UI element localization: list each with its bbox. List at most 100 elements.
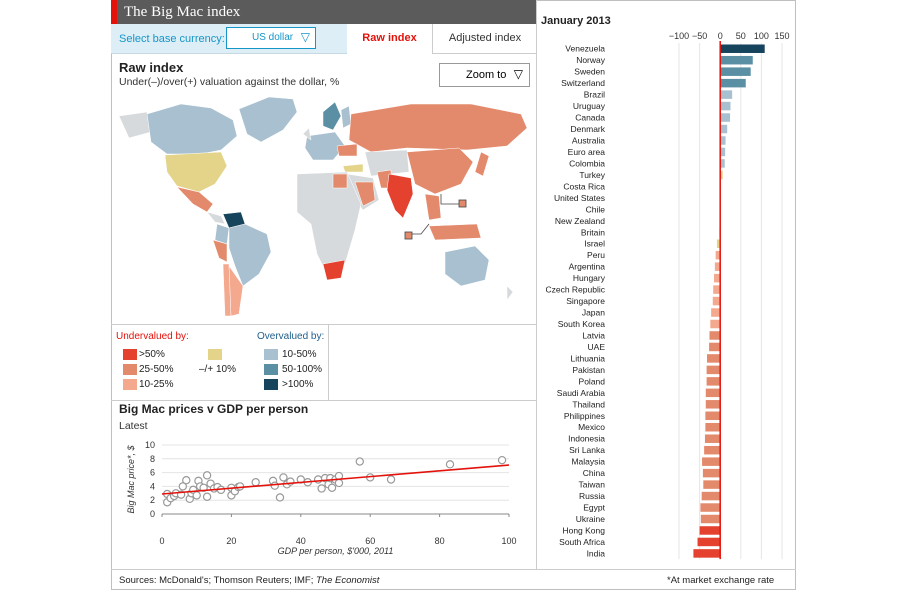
map-saudi-arabia[interactable] <box>354 181 376 207</box>
tab-adjusted-index[interactable]: Adjusted index <box>432 24 537 54</box>
map-argentina[interactable] <box>228 265 244 317</box>
map-callout-marker <box>458 199 467 208</box>
footer-sources-italic: The Economist <box>316 575 380 586</box>
legend-label-over-50-100: 50-100% <box>282 364 323 375</box>
map-south-africa[interactable] <box>322 259 346 281</box>
bar-category-label: Switzerland <box>561 78 605 88</box>
map-greenland[interactable] <box>238 96 298 143</box>
bar-venezuela <box>720 44 765 53</box>
bar-category-label: Euro area <box>568 147 606 157</box>
bar-china <box>702 468 721 478</box>
map-peru[interactable] <box>212 239 228 263</box>
scatter-subtitle: Latest <box>119 420 148 432</box>
bar-x-tick-label: 150 <box>774 31 789 41</box>
legend-over-heading: Overvalued by: <box>257 331 325 342</box>
bar-category-label: Norway <box>576 55 606 65</box>
legend-swatch-over-50-100 <box>264 364 278 375</box>
map-egypt[interactable] <box>332 173 348 189</box>
legend-swatch-over-10-50 <box>264 349 278 360</box>
map-brazil[interactable] <box>228 223 272 287</box>
map-japan[interactable] <box>474 151 490 177</box>
bar-hong-kong <box>699 526 721 535</box>
map-turkey[interactable] <box>342 163 364 173</box>
base-currency-label: Select base currency: <box>119 33 225 45</box>
map-china[interactable] <box>406 147 474 195</box>
bar-category-label: China <box>583 468 605 478</box>
bar-category-label: India <box>587 548 606 558</box>
legend-label-under-50: >50% <box>139 349 165 360</box>
bar-category-label: Sri Lanka <box>569 445 605 455</box>
map-alaska[interactable] <box>118 111 152 139</box>
scatter-point <box>386 475 396 484</box>
map-subtitle: Under(–)/over(+) valuation against the d… <box>119 76 340 88</box>
bar-japan <box>711 308 721 317</box>
scatter-x-tick-label: 60 <box>365 536 375 546</box>
map-ukraine[interactable] <box>336 143 358 157</box>
map-callout-line <box>440 194 459 205</box>
bar-category-label: Poland <box>579 376 606 386</box>
bar-category-label: Peru <box>587 250 605 260</box>
scatter-point <box>202 492 212 501</box>
tab-raw-index[interactable]: Raw index <box>347 24 432 53</box>
base-currency-select[interactable]: US dollar ▽ <box>226 27 316 49</box>
map-canada[interactable] <box>146 103 238 155</box>
legend-swatch-neutral <box>208 349 222 360</box>
bar-czech-republic <box>713 285 721 294</box>
map-southeast-asia[interactable] <box>424 193 442 221</box>
map-russia[interactable] <box>348 103 528 153</box>
footer-sources-text: Sources: McDonald's; Thomson Reuters; IM… <box>119 575 316 586</box>
scatter-trendline <box>161 464 510 495</box>
world-map[interactable] <box>111 54 536 324</box>
bar-australia <box>720 136 726 145</box>
bar-south-africa <box>697 537 721 547</box>
map-europe[interactable] <box>304 131 346 161</box>
bar-category-label: Australia <box>572 135 605 145</box>
zoom-select[interactable]: Zoom to ▽ <box>439 63 530 87</box>
map-central-america[interactable] <box>206 211 226 225</box>
footer: Sources: McDonald's; Thomson Reuters; IM… <box>111 569 796 591</box>
map-britain[interactable] <box>302 127 312 141</box>
bar-brazil <box>720 90 733 99</box>
bar-israel <box>716 239 721 248</box>
scatter-point <box>334 478 344 488</box>
bar-category-label: Argentina <box>569 262 606 272</box>
map-indonesia[interactable] <box>428 223 482 241</box>
bar-category-label: Russia <box>579 491 605 501</box>
brand-stripe <box>111 0 117 24</box>
controls-bar: Select base currency: US dollar ▽ Raw in… <box>111 24 537 54</box>
map-norway-sweden[interactable] <box>322 101 342 131</box>
map-new-zealand[interactable] <box>506 285 514 301</box>
bar-singapore <box>712 296 721 306</box>
map-mexico[interactable] <box>176 186 214 213</box>
legend-divider <box>328 325 329 400</box>
title-bar: The Big Mac index <box>111 0 536 24</box>
map-australia[interactable] <box>444 245 490 287</box>
bar-sweden <box>720 67 751 76</box>
bar-sri-lanka <box>704 445 721 455</box>
scatter-y-axis-label: Big Mac price*, $ <box>126 444 136 513</box>
map-africa[interactable] <box>296 171 362 279</box>
bar-category-label: Uruguay <box>573 101 606 111</box>
bar-russia <box>701 491 721 501</box>
scatter-x-tick-label: 0 <box>159 536 164 546</box>
bar-ukraine <box>700 514 721 524</box>
bar-x-tick-label: −100 <box>669 31 689 41</box>
map-finland[interactable] <box>340 105 352 129</box>
scatter-point <box>279 473 288 482</box>
bar-saudi-arabia <box>705 388 721 398</box>
bar-category-label: Lithuania <box>570 353 605 363</box>
map-india[interactable] <box>386 173 414 219</box>
bar-turkey <box>720 170 723 180</box>
map-central-asia[interactable] <box>364 149 410 177</box>
bar-category-label: Costa Rica <box>563 181 605 191</box>
legend-label-under-10-25: 10-25% <box>139 379 174 390</box>
base-currency-panel: Select base currency: US dollar ▽ <box>111 24 347 54</box>
bar-pakistan <box>706 365 721 375</box>
bar-category-label: Latvia <box>582 330 605 340</box>
legend-swatch-under-50 <box>123 349 137 360</box>
map-united-states[interactable] <box>164 151 228 193</box>
bar-category-label: Britain <box>581 227 605 237</box>
legend-label-neutral: –/+ 10% <box>199 364 236 375</box>
bar-switzerland <box>720 78 746 88</box>
base-currency-value: US dollar <box>252 32 294 43</box>
